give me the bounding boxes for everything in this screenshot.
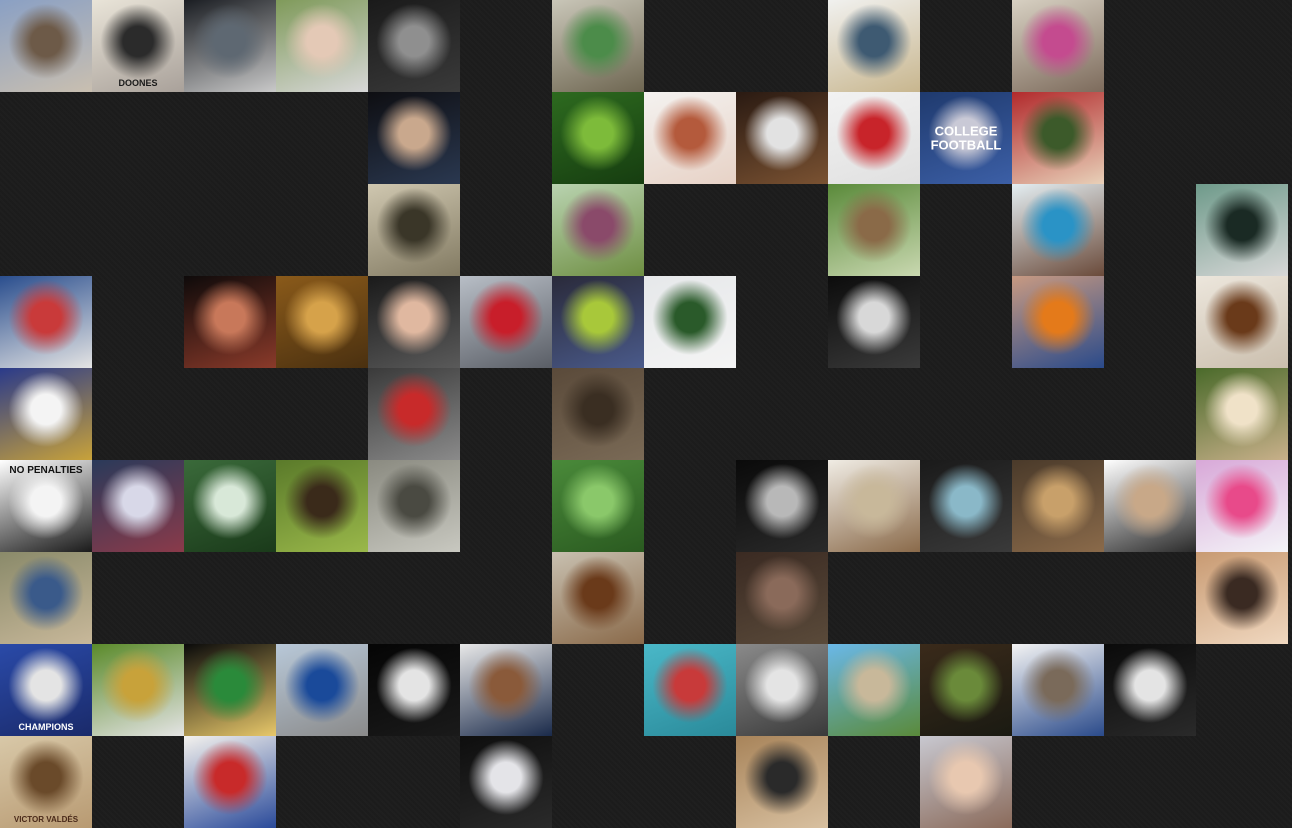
photo-tile-sidewalk[interactable] [828,644,920,736]
photo-tile-wedding-figurine[interactable] [736,92,828,184]
photo-tile-no-penalties[interactable]: NO PENALTIES [0,460,92,552]
photo-tile-card-hand[interactable] [460,736,552,828]
photo-tile-books-stack[interactable] [828,0,920,92]
photo-tile-billiards[interactable] [184,644,276,736]
photo-tile-winter-trees[interactable] [0,0,92,92]
photo-tile-sparkles[interactable] [828,276,920,368]
photo-tile-man-hat[interactable] [276,0,368,92]
photo-tile-college-football[interactable]: COLLEGE FOOTBALL [920,92,1012,184]
photo-tile-red-book[interactable] [828,92,920,184]
photo-tile-dancer-light[interactable] [92,460,184,552]
photo-tile-golden-puppy[interactable] [1196,368,1288,460]
photo-tile-photographer[interactable] [184,276,276,368]
photo-tile-man-portrait[interactable] [460,644,552,736]
photo-tile-no-penalties-caption: NO PENALTIES [9,465,83,476]
photo-tile-caricature-caption: VICTOR VALDÉS [13,814,79,824]
photo-tile-road-signs[interactable] [552,0,644,92]
photo-tile-bottle[interactable] [552,552,644,644]
photo-tile-blue-car[interactable] [276,644,368,736]
photo-tile-cardboard-sign[interactable] [736,736,828,828]
photo-tile-caricature[interactable]: VICTOR VALDÉS [0,736,92,828]
photo-tile-feet-pumpkins[interactable] [1012,276,1104,368]
photo-tile-cartoon-plumber[interactable] [184,736,276,828]
photo-tile-sleeping-man[interactable] [1196,184,1288,276]
photo-tile-man-green-pipe[interactable] [552,276,644,368]
photo-tile-garden-kid[interactable] [92,644,184,736]
photo-tile-woman-podium[interactable] [368,92,460,184]
photo-tile-college-football-caption: COLLEGE FOOTBALL [930,123,1002,152]
photo-tile-ad-poster-caption: DOONES [118,77,158,88]
photo-tile-white-sculpture[interactable] [1104,644,1196,736]
photo-tile-girls-bedroom[interactable] [1012,184,1104,276]
photo-tile-team-collage[interactable] [0,552,92,644]
photo-tile-woman-sleeping[interactable] [920,736,1012,828]
photo-tile-green-leaves[interactable] [552,92,644,184]
photo-tile-car-interior[interactable] [920,460,1012,552]
photo-tile-bw-closeup[interactable] [368,0,460,92]
photo-tile-swimmers[interactable] [644,644,736,736]
photo-tile-motorcycle-race[interactable] [368,368,460,460]
photo-tile-wooden-bridge[interactable] [828,184,920,276]
photo-tile-palm-fronds[interactable] [184,460,276,552]
photo-tile-dance-lift[interactable] [1104,460,1196,552]
photo-tile-champions-caption: CHAMPIONS [18,721,74,732]
photo-tile-arena-interior[interactable] [368,184,460,276]
photo-tile-white-finger[interactable] [368,644,460,736]
photo-tile-red-car[interactable] [460,276,552,368]
photo-tile-champions[interactable]: CHAMPIONS [0,644,92,736]
photo-tile-woman-red-wall[interactable] [1012,92,1104,184]
photo-tile-branches[interactable] [276,460,368,552]
photo-tile-group-party[interactable] [368,276,460,368]
photo-tile-white-car[interactable] [644,276,736,368]
photo-tile-church-interior[interactable] [1012,460,1104,552]
photo-tile-magazine-cover[interactable] [644,92,736,184]
photo-tile-speech-bubble[interactable] [0,368,92,460]
photo-tile-ad-poster[interactable]: DOONES [92,0,184,92]
photo-tile-street-van[interactable] [736,644,828,736]
photo-tile-woman-towel[interactable] [1196,552,1288,644]
photo-tile-leafy-plant[interactable] [552,460,644,552]
photo-tile-dirt-ground[interactable] [552,368,644,460]
photo-tile-soldiers[interactable] [368,460,460,552]
photo-tile-flower[interactable] [552,184,644,276]
photo-tile-autumn-forest[interactable] [276,276,368,368]
photo-tile-sign-palm[interactable] [0,276,92,368]
photo-tile-living-room[interactable] [828,460,920,552]
photo-tile-girl-pink-dress[interactable] [1012,0,1104,92]
photo-tile-cat-toy[interactable] [1012,644,1104,736]
photo-tile-masked-face[interactable] [184,0,276,92]
photo-tile-old-machine[interactable] [736,552,828,644]
photo-tile-pink-fantasy[interactable] [1196,460,1288,552]
photo-tile-window-dark[interactable] [736,460,828,552]
photo-tile-park-trees[interactable] [920,644,1012,736]
photo-tile-wall-hooks[interactable] [1196,276,1288,368]
